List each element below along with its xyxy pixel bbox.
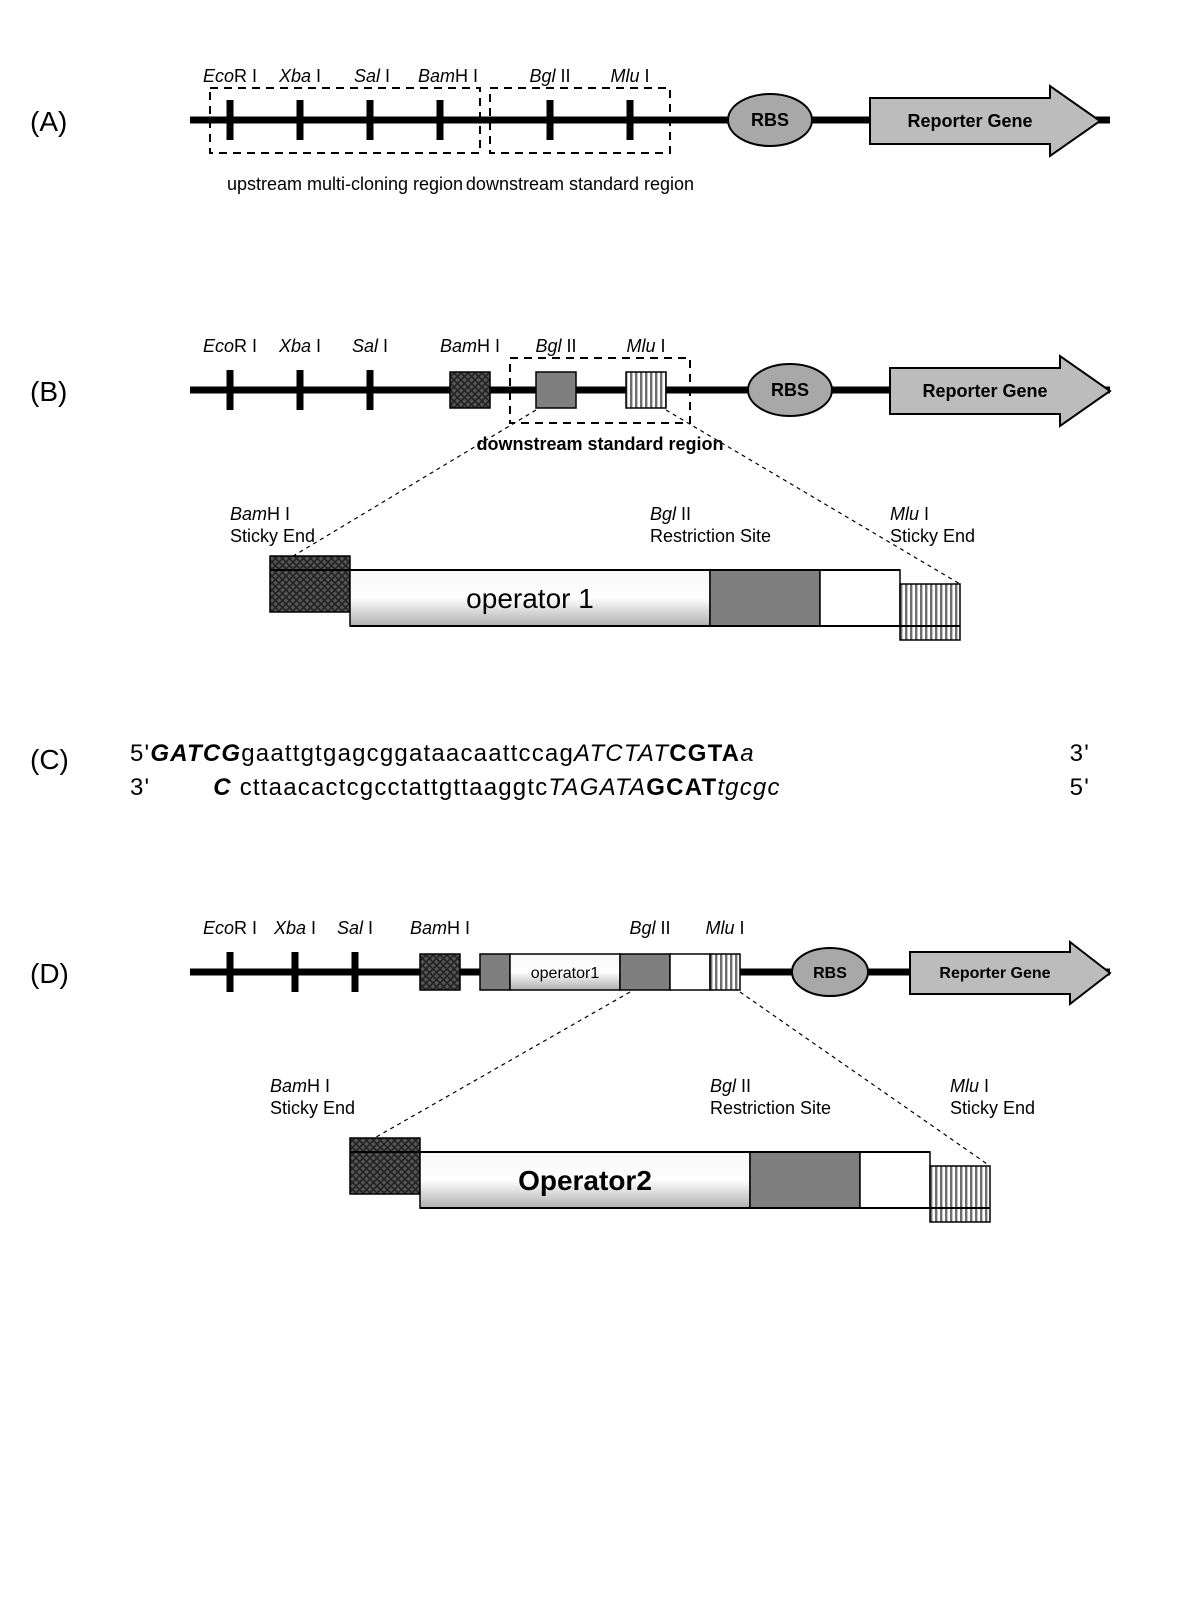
svg-text:Bgl II: Bgl II [529, 66, 570, 86]
svg-text:Sticky End: Sticky End [230, 526, 315, 546]
svg-text:Sal I: Sal I [354, 66, 390, 86]
svg-text:Bgl II: Bgl II [650, 504, 691, 524]
svg-text:Mlu I: Mlu I [950, 1076, 989, 1096]
svg-text:Xba I: Xba I [278, 336, 321, 356]
panel-b-label: (B) [30, 376, 67, 408]
site-labels: EcoR I Xba I Sal I BamH I Bgl II Mlu I [203, 66, 650, 86]
panel-a-svg: EcoR I Xba I Sal I BamH I Bgl II Mlu I u… [90, 40, 1190, 240]
svg-text:Sticky End: Sticky End [270, 1098, 355, 1118]
upstream-label: upstream multi-cloning region [227, 174, 463, 194]
svg-text:EcoR I: EcoR I [203, 918, 257, 938]
panel-d: (D) operator1 [30, 892, 1170, 1252]
svg-text:BamH I: BamH I [440, 336, 500, 356]
svg-text:EcoR I: EcoR I [203, 66, 257, 86]
rbs-label-b: RBS [771, 380, 809, 400]
svg-text:Xba I: Xba I [273, 918, 316, 938]
svg-text:Mlu I: Mlu I [626, 336, 665, 356]
bamh-block [450, 372, 490, 408]
svg-text:Mlu I: Mlu I [705, 918, 744, 938]
panel-b-svg: EcoR I Xba I Sal I BamH I Bgl II Mlu I d… [90, 310, 1190, 670]
downstream-label-b: downstream standard region [476, 434, 723, 454]
svg-text:Mlu I: Mlu I [610, 66, 649, 86]
svg-text:Restriction Site: Restriction Site [710, 1098, 831, 1118]
svg-text:Sticky End: Sticky End [950, 1098, 1035, 1118]
gene-label-d: Reporter Gene [939, 965, 1050, 982]
panel-a: (A) EcoR I Xba I Sal I BamH I Bgl II [30, 40, 1170, 240]
svg-text:Sticky End: Sticky End [890, 526, 975, 546]
gene-label-b: Reporter Gene [922, 381, 1047, 401]
panel-a-label: (A) [30, 106, 67, 138]
operator1-inline-label: operator1 [531, 965, 600, 982]
panel-c-label: (C) [30, 744, 69, 776]
svg-text:EcoR I: EcoR I [203, 336, 257, 356]
mlu-block [626, 372, 666, 408]
bgl-block [536, 372, 576, 408]
operator2-label: Operator2 [518, 1165, 652, 1196]
panel-c: (C) 5'GATCGgaattgtgagcggataacaattccagATC… [30, 740, 1170, 802]
operator1-detail: operator 1 [270, 556, 960, 640]
seq-line-2: 3' C cttaacactcgcctattgttaaggtcTAGATAGCA… [130, 774, 1090, 802]
svg-text:Xba I: Xba I [278, 66, 321, 86]
operator1-label: operator 1 [466, 583, 594, 614]
svg-text:Restriction Site: Restriction Site [650, 526, 771, 546]
panel-d-svg: operator1 EcoR I Xba I Sal I BamH I Bgl … [90, 892, 1190, 1252]
svg-text:BamH I: BamH I [410, 918, 470, 938]
seq-line-1: 5'GATCGgaattgtgagcggataacaattccagATCTATC… [130, 740, 1090, 768]
svg-text:BamH I: BamH I [418, 66, 478, 86]
gene-label: Reporter Gene [907, 111, 1032, 131]
downstream-label: downstream standard region [466, 174, 694, 194]
reporter-gene-arrow: Reporter Gene [870, 86, 1100, 156]
panel-b: (B) Eco [30, 310, 1170, 670]
svg-text:Bgl II: Bgl II [629, 918, 670, 938]
svg-text:BamH I: BamH I [230, 504, 290, 524]
operator2-detail: Operator2 [350, 1138, 990, 1222]
rbs-label-d: RBS [813, 965, 847, 982]
rbs-label: RBS [751, 110, 789, 130]
svg-text:Bgl II: Bgl II [710, 1076, 751, 1096]
svg-text:Sal I: Sal I [337, 918, 373, 938]
svg-text:BamH I: BamH I [270, 1076, 330, 1096]
svg-text:Mlu I: Mlu I [890, 504, 929, 524]
svg-text:Bgl II: Bgl II [535, 336, 576, 356]
svg-text:Sal I: Sal I [352, 336, 388, 356]
panel-d-label: (D) [30, 958, 69, 990]
